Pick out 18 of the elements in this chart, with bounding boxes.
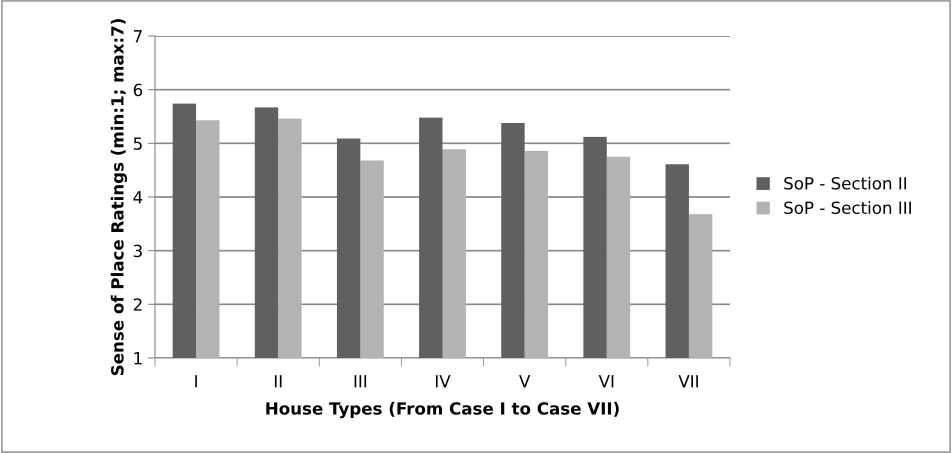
y-tick-label: 1 bbox=[134, 352, 142, 364]
y-tick-label: 4 bbox=[133, 191, 142, 204]
x-tick-label: VII bbox=[678, 375, 698, 388]
x-tick-label: I bbox=[195, 375, 197, 388]
legend-label: SoP - Section II bbox=[784, 176, 906, 190]
x-tick-label: VI bbox=[598, 375, 614, 388]
y-tick-label: 6 bbox=[134, 84, 142, 96]
y-tick-label: 7 bbox=[134, 30, 142, 42]
x-axis-title: House Types (From Case I to Case VII) bbox=[266, 402, 619, 418]
y-axis-title: Sense of Place Ratings (min:1; max:7) bbox=[110, 19, 128, 376]
x-tick-label: V bbox=[519, 375, 530, 388]
y-tick-label: 2 bbox=[134, 298, 142, 311]
x-tick-label: III bbox=[354, 375, 366, 388]
legend-label: SoP - Section III bbox=[784, 201, 911, 214]
x-tick-label: IV bbox=[436, 375, 451, 388]
y-tick-label: 3 bbox=[134, 244, 142, 258]
y-tick-label: 5 bbox=[134, 138, 142, 150]
x-tick-label: II bbox=[274, 375, 282, 388]
